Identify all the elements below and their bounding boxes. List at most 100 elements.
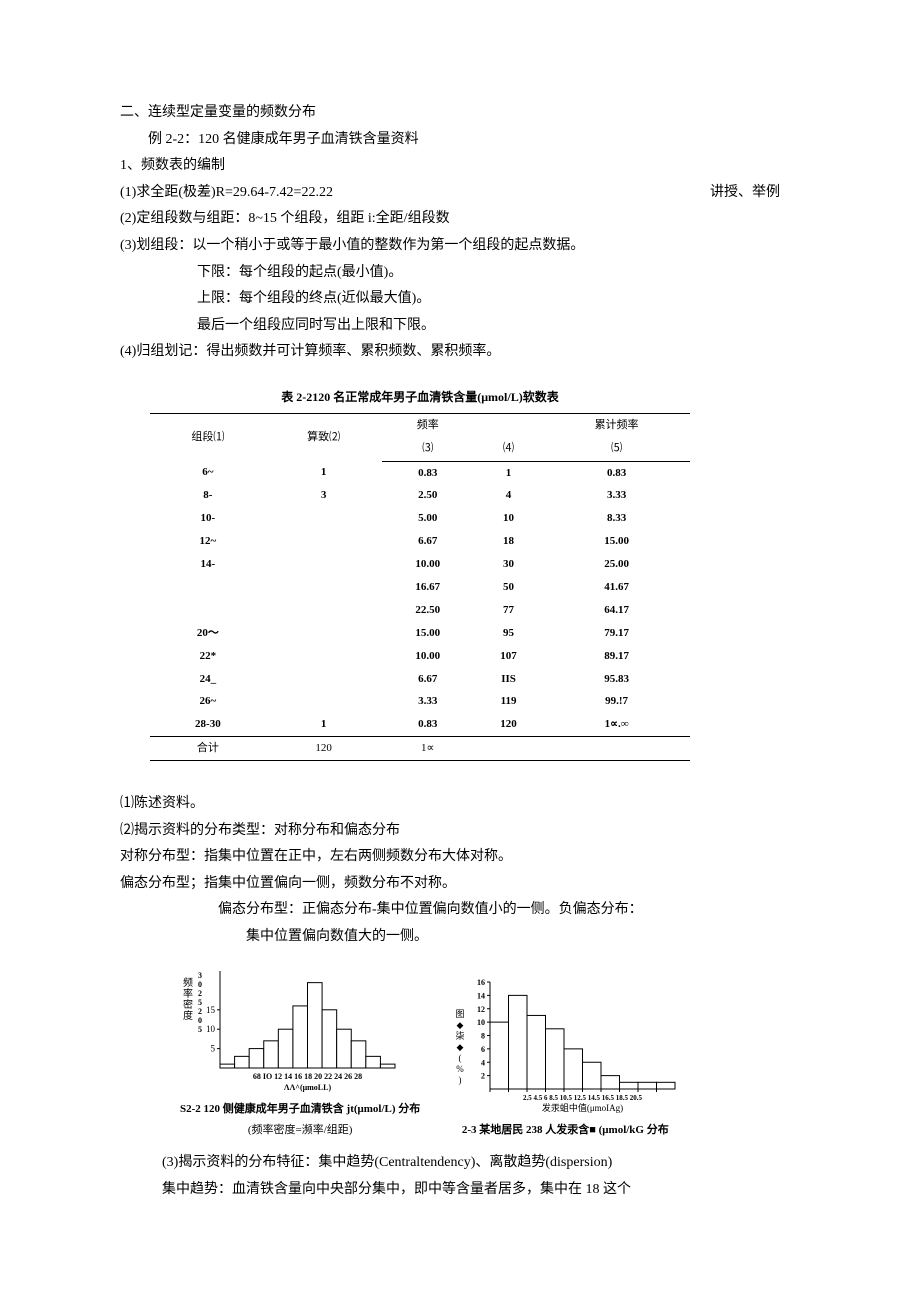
table-cell: 1 [266, 461, 382, 484]
table-cell: 10 [474, 507, 543, 530]
teaching-method: 讲授、举例 [710, 180, 800, 207]
use2b: 偏态分布型；指集中位置偏向一侧，频数分布不对称。 [120, 871, 700, 898]
table-cell: 12~ [150, 530, 266, 553]
final1: (3)揭示资料的分布特征：集中趋势(Centraltendency)、离散趋势(… [120, 1150, 700, 1177]
table-cell [150, 599, 266, 622]
chart1-wrap: 频率密度30252055101568 IO 12 14 16 18 20 22 … [180, 966, 420, 1141]
svg-text:0: 0 [198, 980, 202, 989]
svg-text:15: 15 [206, 1004, 216, 1014]
table-cell [266, 576, 382, 599]
svg-text:◆: ◆ [457, 1042, 464, 1052]
table-cell: 5.00 [382, 507, 474, 530]
svg-text:68 IO 12 14 16 18 20 22 24 26: 68 IO 12 14 16 18 20 22 24 26 28 [253, 1072, 362, 1081]
svg-text:5: 5 [211, 1043, 216, 1053]
table-cell: 107 [474, 645, 543, 668]
svg-text:5: 5 [198, 1025, 202, 1034]
svg-text:2: 2 [481, 1071, 485, 1080]
svg-text:2.5 4.5 6 8.5 10.5 12.5 14.5: 2.5 4.5 6 8.5 10.5 12.5 14.5 16.5 18.5 2… [523, 1094, 643, 1102]
table-cell: 6.67 [382, 530, 474, 553]
svg-text:12: 12 [477, 1004, 485, 1013]
table-cell: 18 [474, 530, 543, 553]
table-cell: 95 [474, 622, 543, 645]
table-cell [266, 622, 382, 645]
step2: (2)定组段数与组距：8~15 个组段，组距 i:全距/组段数 [120, 206, 700, 233]
svg-text:2: 2 [198, 989, 202, 998]
svg-text:度: 度 [183, 1009, 193, 1022]
table-cell: 6~ [150, 461, 266, 484]
svg-text:14: 14 [477, 991, 485, 1000]
table-cell: 8- [150, 484, 266, 507]
table-cell: 89.17 [543, 645, 690, 668]
svg-text:%: % [457, 1064, 465, 1074]
table-cell [150, 576, 266, 599]
table-cell: 3 [266, 484, 382, 507]
svg-text:16: 16 [477, 978, 485, 987]
svg-text:0: 0 [198, 1016, 202, 1025]
table-cell: 8.33 [543, 507, 690, 530]
table-cell: 25.00 [543, 553, 690, 576]
table-cell: 10.00 [382, 553, 474, 576]
table-cell: 120 [474, 713, 543, 736]
table-cell: 10- [150, 507, 266, 530]
svg-text:2: 2 [198, 1007, 202, 1016]
table-cell: 4 [474, 484, 543, 507]
table-cell: 3.33 [382, 690, 474, 713]
freq-table: 组段⑴ 算致⑵ 频率 累计频率 ⑶ ⑷ ⑸ 6~10.8310.838-32.5… [150, 413, 690, 761]
table-cell: 0.83 [382, 461, 474, 484]
table-total-cell [474, 737, 543, 761]
svg-text:率: 率 [183, 987, 193, 1000]
svg-text:◆: ◆ [457, 1020, 464, 1030]
svg-text:): ) [459, 1075, 462, 1085]
table-cell [266, 599, 382, 622]
svg-text:10: 10 [206, 1024, 216, 1034]
table-cell: 28-30 [150, 713, 266, 736]
chart2-caption: 2-3 某地居民 238 人发汞含■ (μmol/kG 分布 [450, 1120, 680, 1141]
final2: 集中趋势：血清铁含量向中央部分集中，即中等含量者居多，集中在 18 这个 [120, 1177, 700, 1204]
table-cell: 16.67 [382, 576, 474, 599]
table-total-cell [543, 737, 690, 761]
use2: ⑵揭示资料的分布类型：对称分布和偏态分布 [120, 818, 700, 845]
svg-text:10: 10 [477, 1018, 485, 1027]
table-cell: 26~ [150, 690, 266, 713]
table-cell: 20～ [150, 622, 266, 645]
svg-text:密: 密 [183, 998, 193, 1011]
table-cell: 2.50 [382, 484, 474, 507]
table-cell: 95.83 [543, 668, 690, 691]
table-cell [266, 645, 382, 668]
table-total-cell: 120 [266, 737, 382, 761]
table-cell: 3.33 [543, 484, 690, 507]
table-cell: 22.50 [382, 599, 474, 622]
chart2-svg: 图◆柒◆(%)2468101214162.5 4.5 6 8.5 10.5 12… [450, 977, 680, 1117]
th-c3t: 频率 [382, 413, 474, 436]
svg-text:5: 5 [198, 998, 202, 1007]
use2a: 对称分布型：指集中位置在正中，左右两侧频数分布大体对称。 [120, 844, 700, 871]
chart1-caption: S2-2 120 侧健康成年男子血清铁含 jt(μmol/L) 分布 [180, 1099, 420, 1120]
svg-text:6: 6 [481, 1044, 485, 1053]
th-c4: ⑷ [474, 437, 543, 461]
table-cell [266, 507, 382, 530]
table-cell [266, 690, 382, 713]
svg-text:(: ( [459, 1053, 462, 1063]
step4: (4)归组划记：得出频数并可计算频率、累积频数、累积频率。 [120, 339, 700, 366]
svg-text:发汞蛆中值(μmoIAg): 发汞蛆中值(μmoIAg) [542, 1102, 623, 1113]
table-cell: 0.83 [382, 713, 474, 736]
table-cell: 50 [474, 576, 543, 599]
example-line: 例 2-2：120 名健康成年男子血清铁含量资料 [120, 127, 700, 154]
step3a: 下限：每个组段的起点(最小值)。 [120, 260, 700, 287]
table-cell: 1 [474, 461, 543, 484]
table-cell: 1∝.∞ [543, 713, 690, 736]
chart1-svg: 频率密度30252055101568 IO 12 14 16 18 20 22 … [180, 966, 400, 1096]
table-cell: IIS [474, 668, 543, 691]
table-cell: 41.67 [543, 576, 690, 599]
table-title: 表 2-2120 名正常成年男子血清铁含量(μmol/L)软数表 [150, 386, 690, 409]
svg-text:ΛΛ^(μmoLL): ΛΛ^(μmoLL) [284, 1083, 332, 1092]
step3c: 最后一个组段应同时写出上限和下限。 [120, 313, 700, 340]
chart2-wrap: 图◆柒◆(%)2468101214162.5 4.5 6 8.5 10.5 12… [450, 977, 680, 1141]
th-c2: 算致⑵ [266, 413, 382, 461]
table-cell: 30 [474, 553, 543, 576]
step1: (1)求全距(极差)R=29.64-7.42=22.22 [120, 180, 700, 207]
table-cell: 119 [474, 690, 543, 713]
table-cell [266, 668, 382, 691]
table-total-cell: 1∝ [382, 737, 474, 761]
svg-text:柒: 柒 [456, 1030, 465, 1041]
